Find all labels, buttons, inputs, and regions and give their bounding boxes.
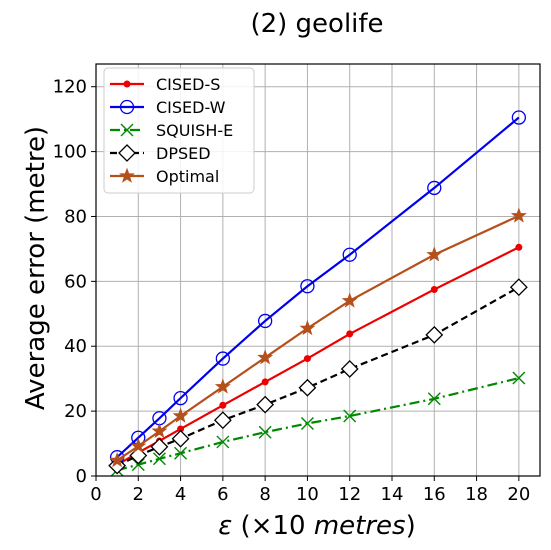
x-tick-label: 2 bbox=[133, 484, 144, 505]
x-tick-label: 8 bbox=[259, 484, 270, 505]
data-point-optimal bbox=[341, 292, 358, 308]
data-point-squish-e bbox=[216, 435, 230, 449]
data-point-squish-e bbox=[512, 371, 526, 385]
y-tick-label: 60 bbox=[64, 271, 87, 292]
x-axis-title-symbol: ε bbox=[218, 511, 232, 541]
series-squish-e bbox=[110, 371, 526, 477]
legend-marker-cised-s bbox=[123, 80, 131, 88]
legend-label-cised-s: CISED-S bbox=[156, 75, 220, 94]
series-line-squish-e bbox=[116, 376, 520, 472]
legend-item-cised-w: CISED-W bbox=[110, 98, 226, 117]
data-point-dpsed bbox=[340, 360, 359, 378]
legend-box bbox=[103, 67, 255, 194]
data-point-dpsed bbox=[213, 411, 232, 430]
data-point-cised-w bbox=[215, 351, 231, 366]
data-point-cised-w bbox=[342, 247, 357, 262]
data-point-squish-e bbox=[300, 416, 314, 430]
data-point-cised-s bbox=[346, 330, 354, 338]
data-point-cised-s bbox=[515, 243, 523, 251]
data-point-optimal bbox=[130, 437, 147, 453]
data-point-cised-s bbox=[303, 355, 311, 363]
y-tick-label: 40 bbox=[64, 336, 87, 357]
data-point-optimal bbox=[257, 349, 274, 365]
data-point-dpsed bbox=[509, 278, 528, 297]
series-line-cised-s bbox=[116, 246, 520, 466]
data-point-dpsed bbox=[425, 325, 444, 344]
x-tick-label: 6 bbox=[217, 484, 228, 505]
y-tick-label: 0 bbox=[76, 466, 87, 487]
data-point-cised-w bbox=[300, 279, 315, 294]
x-axis-title-close: ) bbox=[406, 511, 416, 541]
legend-label-optimal: Optimal bbox=[156, 167, 219, 186]
legend-label-squish-e: SQUISH-E bbox=[156, 121, 233, 140]
data-point-squish-e bbox=[152, 452, 166, 466]
x-tick-label: 20 bbox=[507, 484, 530, 505]
data-point-optimal bbox=[109, 452, 126, 468]
data-point-optimal bbox=[172, 407, 189, 423]
data-point-cised-w bbox=[257, 313, 273, 329]
data-point-cised-s bbox=[177, 425, 185, 433]
data-point-optimal bbox=[510, 207, 527, 223]
y-tick-label: 80 bbox=[64, 206, 87, 227]
y-tick-label: 120 bbox=[53, 77, 87, 98]
x-tick-label: 18 bbox=[465, 484, 488, 505]
series-line-dpsed bbox=[116, 286, 520, 467]
data-point-dpsed bbox=[171, 429, 190, 448]
data-point-cised-s bbox=[430, 285, 438, 293]
chart-title: (2) geolife bbox=[250, 9, 383, 39]
x-tick-label: 0 bbox=[90, 484, 101, 505]
legend-item-optimal: Optimal bbox=[110, 167, 219, 186]
data-point-optimal bbox=[426, 246, 443, 262]
series-layer bbox=[108, 110, 528, 477]
x-axis-title-unit: metres bbox=[314, 511, 406, 541]
x-tick-label: 4 bbox=[175, 484, 186, 505]
y-tick-label: 100 bbox=[53, 142, 87, 163]
data-point-optimal bbox=[214, 378, 231, 394]
data-point-dpsed bbox=[298, 378, 317, 397]
x-tick-label: 10 bbox=[296, 484, 319, 505]
legend: CISED-S CISED-W SQUISH-E DPSED Optimal bbox=[103, 67, 255, 194]
x-tick-label: 14 bbox=[381, 484, 404, 505]
legend-marker-squish-e bbox=[120, 123, 134, 137]
data-point-cised-s bbox=[219, 401, 227, 409]
x-axis-title: ε (×10 metres) bbox=[218, 511, 416, 541]
data-point-dpsed bbox=[108, 456, 127, 475]
legend-marker-optimal bbox=[119, 167, 135, 183]
x-tick-label: 16 bbox=[423, 484, 446, 505]
series-line-optimal bbox=[116, 214, 520, 462]
axis-ticks: 0 2 4 6 8 10 12 14 16 18 20 0 20 40 60 80 100 120 bbox=[53, 77, 531, 505]
legend-item-squish-e: SQUISH-E bbox=[110, 121, 233, 140]
y-tick-label: 20 bbox=[64, 401, 87, 422]
data-point-cised-w bbox=[173, 390, 188, 406]
data-point-optimal bbox=[151, 422, 168, 439]
data-point-cised-s bbox=[261, 378, 269, 386]
data-point-squish-e bbox=[427, 392, 441, 406]
legend-label-dpsed: DPSED bbox=[156, 144, 211, 163]
y-axis-title: Average error (metre) bbox=[21, 126, 51, 410]
data-point-dpsed bbox=[256, 395, 275, 414]
legend-marker-cised-w bbox=[119, 99, 135, 115]
data-point-squish-e bbox=[258, 425, 272, 439]
legend-marker-dpsed bbox=[118, 144, 136, 162]
data-point-cised-w bbox=[427, 180, 442, 196]
plot-area-frame bbox=[95, 63, 541, 477]
legend-item-cised-s: CISED-S bbox=[110, 75, 220, 94]
series-dpsed bbox=[108, 278, 528, 475]
legend-label-cised-w: CISED-W bbox=[156, 98, 226, 117]
data-point-optimal bbox=[299, 320, 316, 336]
data-point-dpsed bbox=[150, 437, 169, 456]
series-line-cised-w bbox=[116, 116, 520, 458]
data-point-squish-e bbox=[174, 446, 188, 460]
data-point-cised-w bbox=[511, 110, 527, 125]
series-optimal bbox=[109, 207, 527, 468]
legend-item-dpsed: DPSED bbox=[110, 144, 211, 163]
data-point-squish-e bbox=[343, 409, 357, 423]
data-point-squish-e bbox=[131, 458, 145, 472]
x-axis-title-open: (×10 bbox=[232, 511, 314, 541]
x-tick-label: 12 bbox=[338, 484, 361, 505]
